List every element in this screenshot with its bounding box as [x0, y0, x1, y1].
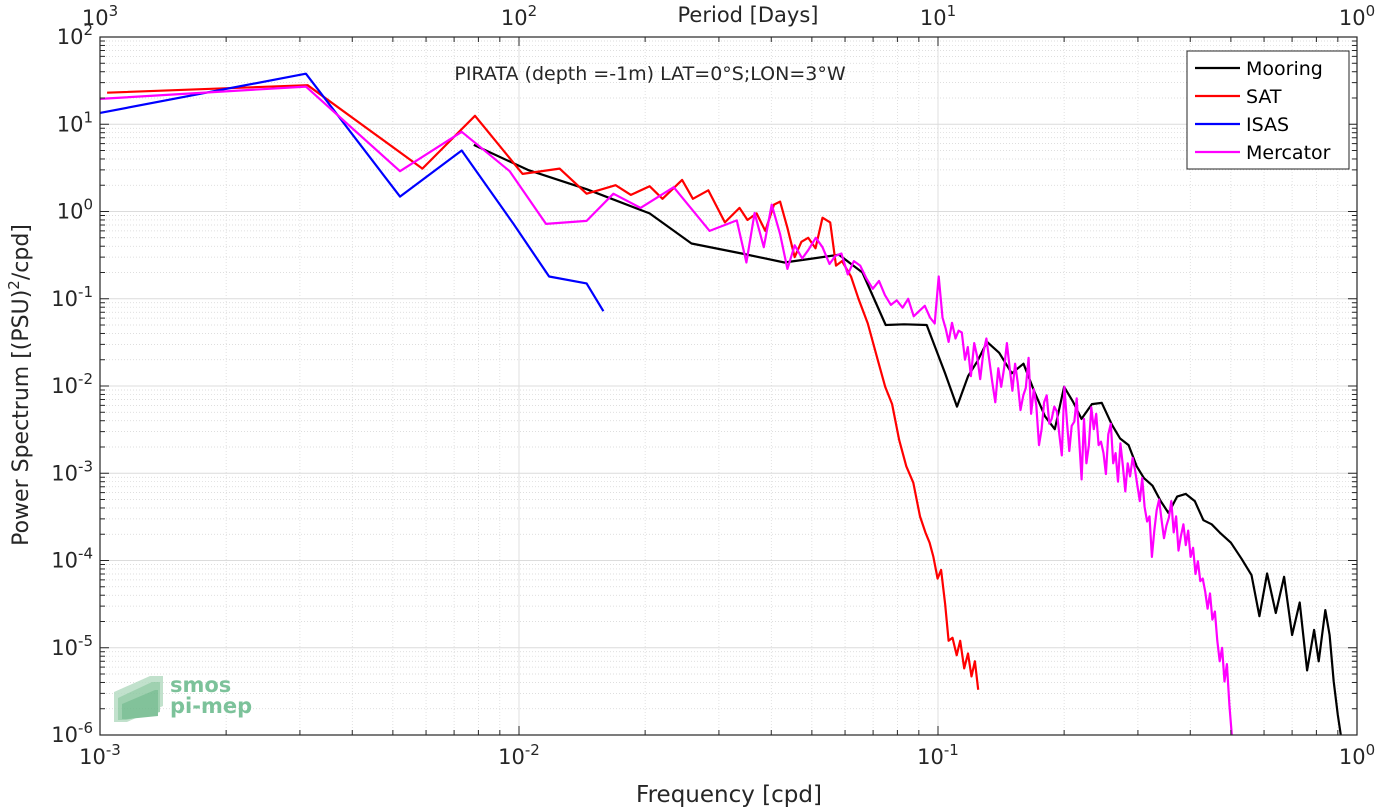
legend-label-isas: ISAS: [1246, 114, 1289, 136]
y-tick-label: 102: [57, 21, 93, 49]
top-tick-label: 101: [920, 2, 956, 30]
y-tick-label: 101: [57, 108, 93, 136]
top-tick-label: 102: [501, 2, 537, 30]
smos-pi-mep-logo: smos pi-mep: [114, 673, 252, 722]
logo-text-line2: pi-mep: [170, 694, 252, 718]
legend-label-sat: SAT: [1246, 86, 1282, 108]
y-axis-label-exponent: 2: [5, 280, 23, 290]
y-tick-label: 100: [57, 196, 93, 224]
x-tick-label: 10-3: [79, 741, 121, 769]
legend-label-mooring: Mooring: [1246, 58, 1323, 80]
series-line-mercator: [99, 85, 1233, 736]
y-tick-label: 10-2: [51, 370, 93, 398]
legend-label-mercator: Mercator: [1246, 142, 1331, 164]
x-axis-label: Frequency [cpd]: [636, 782, 822, 808]
legend-box: [1186, 50, 1350, 170]
series-line-mooring: [473, 143, 1342, 736]
top-axis-label: Period [Days]: [678, 3, 819, 27]
y-axis-label: Power Spectrum [(PSU)2/cpd]: [5, 224, 34, 546]
y-tick-label: 10-1: [51, 283, 93, 311]
series-line-isas: [99, 72, 605, 312]
y-tick-label: 10-3: [51, 457, 93, 485]
series-line-sat: [107, 84, 980, 690]
tick-marks: [99, 37, 1357, 736]
series-layer: [99, 72, 1342, 736]
logo-text-line1: smos: [170, 673, 231, 697]
logo-waves-icon: [114, 676, 163, 722]
y-tick-label: 10-5: [51, 632, 93, 660]
top-tick-label: 103: [82, 2, 118, 30]
x-tick-label: 10-1: [917, 741, 959, 769]
x-tick-label: 100: [1339, 741, 1375, 769]
y-tick-label: 10-6: [51, 719, 93, 747]
y-tick-label: 10-4: [51, 545, 93, 573]
major-grid: [99, 37, 1357, 736]
x-tick-label: 10-2: [498, 741, 540, 769]
top-tick-label: 100: [1339, 2, 1375, 30]
legend: Mooring SAT ISAS Mercator: [1186, 50, 1350, 170]
chart-title: PIRATA (depth =-1m) LAT=0°S;LON=3°W: [454, 63, 845, 85]
